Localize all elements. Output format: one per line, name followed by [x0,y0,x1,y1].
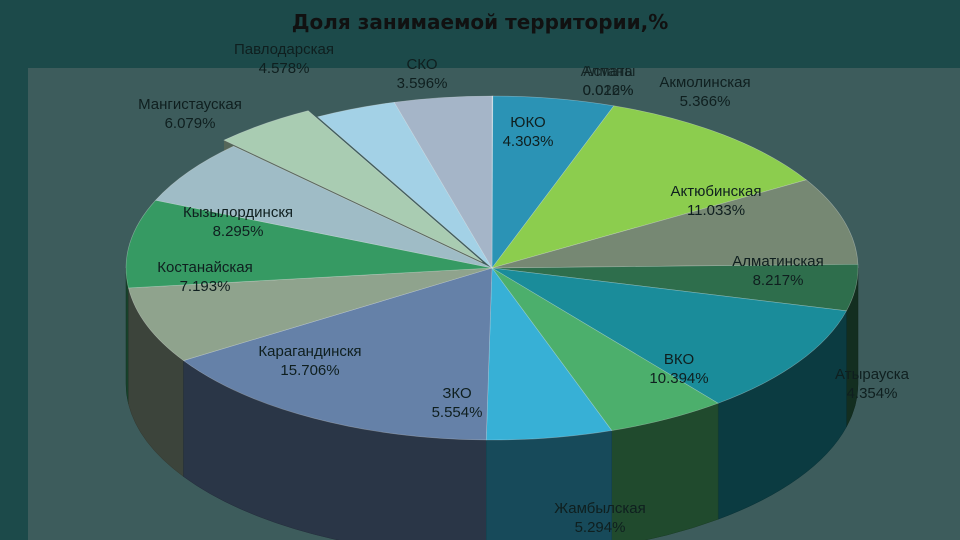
slice-label-value-атырауская: 4.354% [847,385,898,402]
slice-label-name-акмолинская: Акмолинская [659,74,750,91]
pie-slice-павлодарская [223,110,483,263]
slice-label-value-алматинская: 8.217% [753,272,804,289]
pie-slice-вко [491,267,847,404]
pie-slice-акмолинская [491,95,615,269]
slice-label-name-вко: ВКО [664,351,694,368]
slice-label-name-зко: ЗКО [442,385,471,402]
slice-label-value-мангистауская: 6.079% [165,115,216,132]
pie-labels: Астана 0.026% Алматы 0.012% Акмолинская 5.366… [138,41,909,536]
slice-label-value-жамбылская: 5.294% [575,519,626,536]
pie-slice-атырауская [491,263,859,312]
pie-slice-костанайская [128,267,493,361]
slice-label-name-атырауская: Атырауска [835,366,910,383]
pie-slice-жамбылская [491,267,719,431]
chart-title: Доля занимаемой территории,% [291,10,669,34]
slice-label-name-астана: Астана [583,63,633,80]
slice-label-name-жамбылская: Жамбылская [554,500,646,517]
slice-label-value-павлодарская: 4.578% [259,60,310,77]
slice-label-name-юко: ЮКО [510,114,545,131]
slice-label-value-карагандинская: 15.706% [280,362,339,379]
pie-slice-кызылординская [125,199,493,289]
pie-slice-алматинская [491,179,859,269]
pie-slice-карагандинская [182,267,493,441]
slice-label-name-павлодарская: Павлодарская [234,41,334,58]
slice-label-name-алматы: Алматы [581,63,636,80]
slice-label-value-актюбинская: 11.033% [687,202,745,219]
slice-label-value-астана: 0.026% [583,82,634,99]
slice-label-value-юко: 4.303% [503,133,554,150]
pie-slice-зко [485,267,613,441]
pie-tops [125,95,859,441]
pie-slice-актюбинская [491,105,807,269]
slice-label-name-актюбинская: Актюбинская [671,183,762,200]
slice-label-name-кызылординская: Кызылординскя [183,204,293,221]
slice-label-value-костанайская: 7.193% [180,278,231,295]
slice-label-name-ско: СКО [406,56,437,73]
pie-slice-мангистауская [155,145,493,269]
pie-slice-юко [393,95,493,270]
slice-label-name-костанайская: Костанайская [157,259,253,276]
pie-side-зко [486,430,612,540]
slice-label-name-карагандинская: Карагандинскя [258,343,361,360]
slice-label-name-мангистауская: Мангистауская [138,96,242,113]
slice-label-value-ско: 3.596% [397,75,448,92]
slice-label-name-алматинская: Алматинская [732,253,823,270]
slice-label-value-кызылординская: 8.295% [213,223,264,240]
pie-slice-ско [317,101,493,269]
pie-slice-астана [491,95,493,269]
slice-label-value-зко: 5.554% [432,404,483,421]
slice-label-value-вко: 10.394% [649,370,708,387]
slice-label-value-алматы: 0.012% [583,82,634,99]
pie-side-кызылординская [125,267,129,405]
slice-label-value-акмолинская: 5.366% [680,93,731,110]
